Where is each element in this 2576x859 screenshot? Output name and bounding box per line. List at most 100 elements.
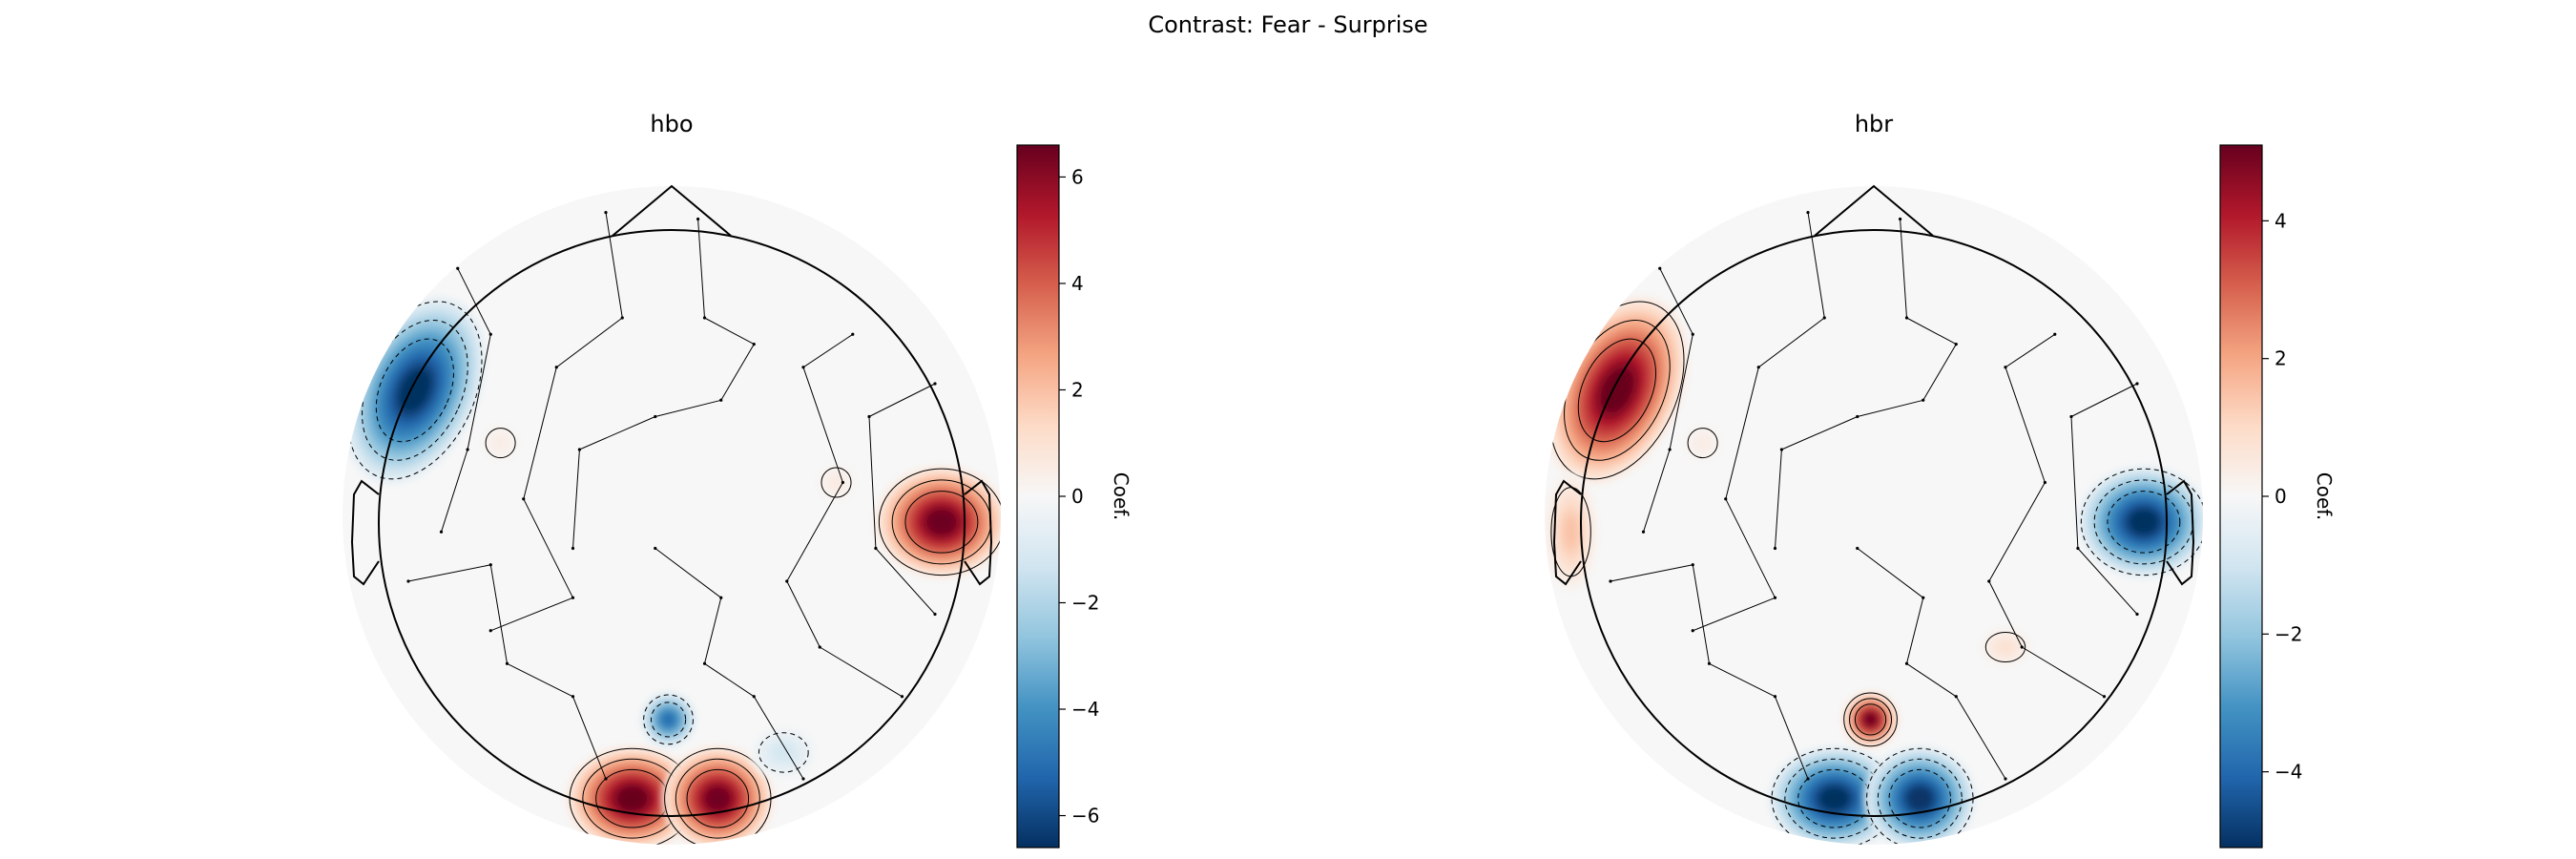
sensor-dot <box>2053 332 2057 336</box>
contour-line <box>375 338 454 443</box>
sensor-dot <box>1856 546 1859 551</box>
sensor-dot <box>1641 530 1646 534</box>
blob-right-parietal-weak <box>1979 627 2032 667</box>
colorbar-tick-label: 6 <box>1071 165 1084 188</box>
sensor-dot <box>456 266 460 270</box>
sensor-dot <box>577 448 582 451</box>
colorbar-gradient <box>1016 144 1060 849</box>
sensor-dot <box>1856 414 1859 419</box>
sensor-dot <box>1806 777 1810 781</box>
panel-title-hbo: hbo <box>650 111 694 137</box>
colorbar-tick-label: 2 <box>2275 347 2287 370</box>
sensor-dot <box>1987 579 1991 583</box>
sensor-dot <box>801 777 805 781</box>
left-ear-outline <box>350 479 380 586</box>
sensor-dot <box>2020 645 2024 649</box>
sensor-dot <box>933 612 937 617</box>
contour-line <box>1687 428 1718 459</box>
sensor-dot <box>752 695 756 699</box>
blob-occipital-right <box>1863 745 1976 845</box>
nose-outline <box>1814 184 1934 237</box>
contour-line <box>1877 758 1963 839</box>
colorbar-tick-label: 4 <box>1071 272 1084 295</box>
contour-line <box>1849 698 1893 742</box>
sensor-dot <box>604 777 608 781</box>
sensor-dot <box>1922 398 1925 402</box>
sensor-dot <box>2043 480 2046 485</box>
sensor-dot <box>620 316 624 320</box>
contour-line <box>686 768 750 828</box>
sensor-dot <box>785 579 789 583</box>
sensor-dot <box>1658 266 1662 270</box>
sensor-dot <box>867 414 871 419</box>
sensor-dot <box>571 546 575 551</box>
blob-parieto-occipital-midline <box>640 691 696 748</box>
sensor-dot <box>696 217 700 221</box>
sensor-dot <box>1707 661 1712 665</box>
head-outline <box>378 229 966 817</box>
contour-line <box>2070 383 2138 615</box>
contour-line <box>650 702 687 738</box>
sensor-dot <box>406 579 410 583</box>
contour-line <box>878 468 1001 576</box>
contour-line <box>485 428 516 459</box>
sensor-dot <box>933 382 937 386</box>
contour-line <box>1693 212 1825 632</box>
blob-right-temporal <box>875 466 1001 578</box>
sensor-dot <box>2004 366 2007 369</box>
sensor-dot <box>1691 563 1694 567</box>
contour-line <box>1888 768 1952 828</box>
sensor-dot <box>2069 414 2073 419</box>
sensor-dot <box>1904 316 1909 320</box>
sensor-dot <box>2004 777 2007 781</box>
topomap-background <box>1545 186 2203 845</box>
colorbar-tick-label: 4 <box>2275 209 2287 232</box>
sensor-dot <box>702 661 707 665</box>
blob-left-temporal <box>1545 472 1598 592</box>
colorbar-label: Coef. <box>1110 472 1132 520</box>
sensor-dot <box>466 448 469 451</box>
sensor-dot <box>2102 695 2107 699</box>
blob-left-frontal-weak <box>1682 423 1723 463</box>
colorbar-tick-label: −2 <box>1071 592 1099 615</box>
sensor-dot <box>488 629 492 633</box>
contour-line <box>441 268 491 533</box>
sensor-dot <box>1668 448 1672 451</box>
sensor-dot <box>1773 695 1777 699</box>
contour-line <box>904 491 979 554</box>
sensor-dot <box>439 530 444 534</box>
colorbar-tick-label: 0 <box>2275 485 2287 508</box>
contour-line <box>490 212 623 632</box>
sensor-dot <box>2135 612 2139 617</box>
colorbar-hbr: −4 −2 0 2 4 Coef. <box>2219 144 2336 849</box>
blob-left-frontal-weak <box>480 423 521 463</box>
sensor-dot <box>900 695 904 699</box>
contour-line <box>675 758 760 839</box>
sensor-dot <box>554 366 558 369</box>
sensor-dot <box>801 366 805 369</box>
contour-line <box>786 333 903 698</box>
contour-line <box>1854 703 1887 736</box>
colorbar-label: Coef. <box>2313 472 2336 520</box>
panel-title-hbr: hbr <box>1854 111 1894 137</box>
sensor-dot <box>1773 596 1777 599</box>
blob-right-frontal-weak <box>816 462 857 503</box>
contour-line <box>1988 333 2105 698</box>
sensor-dot <box>1779 448 1783 451</box>
head-outline <box>1580 229 2168 817</box>
sensor-dot <box>604 211 608 215</box>
contour-line <box>868 383 936 615</box>
sensor-dot <box>752 343 756 346</box>
blob-occipital-left <box>1768 745 1901 845</box>
sensor-dot <box>1773 546 1777 551</box>
sensor-dot <box>2076 546 2080 551</box>
sensor-dot <box>1724 497 1728 501</box>
contour-line <box>1577 338 1656 443</box>
colorbar-gradient <box>2219 144 2263 849</box>
sensor-dot <box>488 563 492 567</box>
blob-right-temporal <box>2077 466 2203 578</box>
sensor-dot <box>654 414 657 419</box>
sensor-dot <box>505 661 509 665</box>
sensor-dot <box>1609 579 1612 583</box>
colorbar-tick-label: −2 <box>2275 622 2302 645</box>
